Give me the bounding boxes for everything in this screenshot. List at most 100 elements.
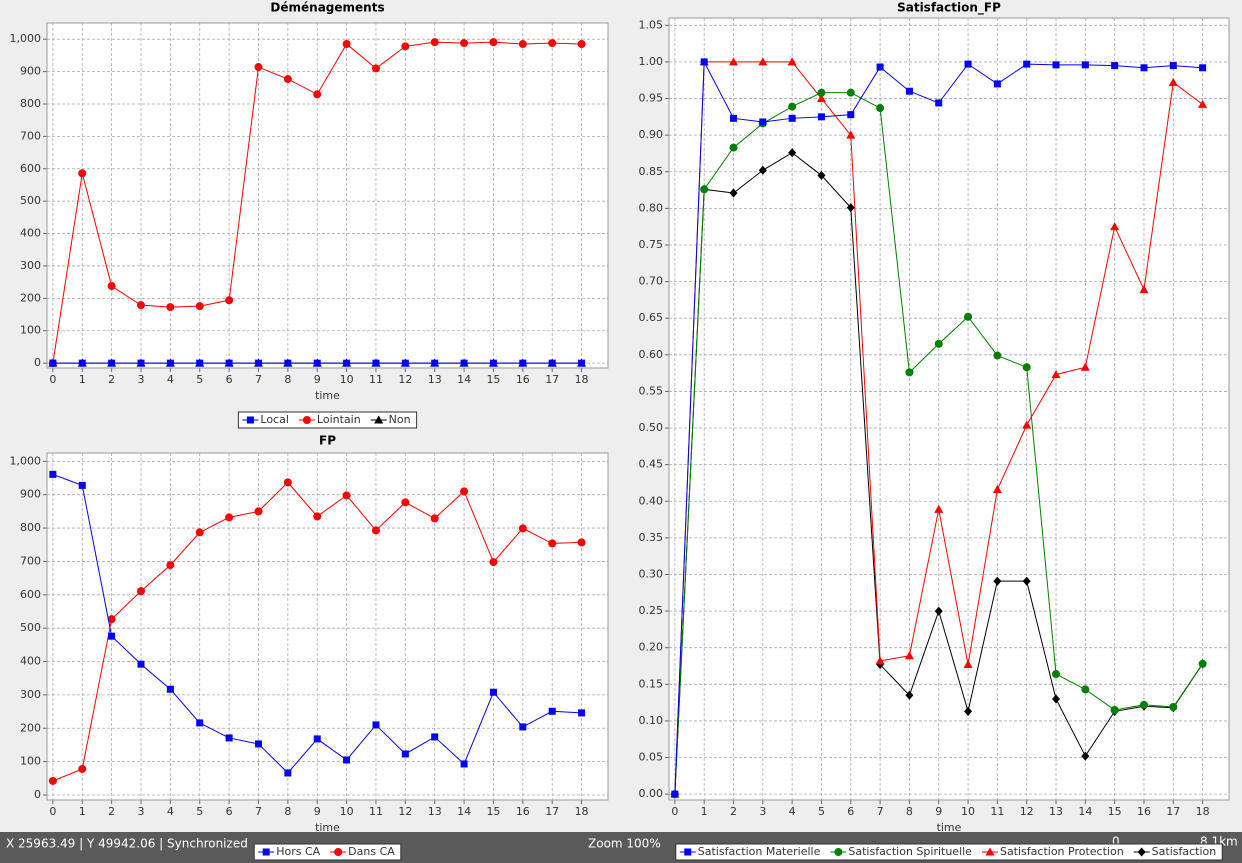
marker: [401, 42, 410, 51]
legend-label: Dans CA: [348, 845, 395, 858]
y-tick-label: 600: [20, 162, 41, 175]
x-tick-label: 8: [906, 805, 913, 818]
x-tick-label: 1: [79, 805, 86, 818]
marker: [993, 351, 1002, 360]
marker: [489, 359, 497, 367]
y-tick-label: 1,000: [10, 454, 42, 467]
y-tick-label: 0.05: [639, 751, 664, 764]
marker: [518, 524, 527, 533]
marker: [195, 528, 204, 537]
y-tick-label: 500: [20, 194, 41, 207]
y-tick-label: 0.10: [639, 714, 664, 727]
marker: [136, 301, 145, 310]
legend-label: Satisfaction: [1152, 845, 1217, 858]
y-tick-label: 400: [20, 655, 41, 668]
y-tick-label: 0.40: [639, 494, 664, 507]
y-tick-label: 700: [20, 129, 41, 142]
legend-box: [237, 411, 418, 429]
marker: [788, 102, 797, 111]
x-tick-label: 4: [167, 373, 174, 386]
legend-item: Satisfaction: [1133, 845, 1217, 858]
chart: FP time 0 100 200 300 400 500 600 700 800 900 1,000 0…: [10, 434, 609, 834]
marker: [166, 359, 174, 367]
x-tick-label: 1: [79, 373, 86, 386]
marker: [729, 57, 739, 66]
x-tick-label: 9: [314, 373, 321, 386]
legend-item: Lointain: [298, 413, 361, 426]
y-tick-label: 300: [20, 688, 41, 701]
x-tick-label: 0: [49, 805, 56, 818]
marker: [334, 848, 343, 856]
y-tick-label: 0.25: [639, 604, 664, 617]
marker: [460, 39, 469, 48]
marker: [684, 848, 692, 856]
marker: [78, 481, 86, 489]
x-tick-label: 11: [369, 805, 383, 818]
x-tick-label: 9: [314, 805, 321, 818]
legend-item: Satisfaction Protection: [981, 845, 1124, 858]
legends: Local Lointain Non Hors CA Dans CA Satisfacti…: [237, 411, 1223, 861]
marker: [1023, 60, 1031, 68]
marker: [729, 188, 738, 198]
y-tick-label: 0.90: [639, 128, 664, 141]
legend-label: Satisfaction Materielle: [698, 845, 821, 858]
marker: [283, 478, 292, 487]
marker: [1081, 685, 1090, 694]
y-tick-label: 0.45: [639, 458, 664, 471]
marker: [1198, 99, 1208, 108]
marker: [964, 60, 972, 68]
y-tick-label: 0.60: [639, 348, 664, 361]
x-tick-label: 13: [1049, 805, 1063, 818]
marker: [284, 769, 292, 777]
marker: [578, 709, 586, 717]
marker: [254, 740, 262, 748]
legend: Local Lointain Non: [237, 411, 418, 429]
marker: [489, 688, 497, 696]
marker: [1081, 751, 1090, 761]
marker: [548, 707, 556, 715]
marker: [1022, 363, 1031, 372]
marker: [817, 113, 825, 121]
y-tick-label: 0.15: [639, 677, 664, 690]
x-tick-label: 10: [340, 805, 354, 818]
marker: [431, 733, 439, 741]
chart-title: FP: [319, 434, 336, 448]
x-tick-label: 5: [196, 373, 203, 386]
marker: [1137, 847, 1146, 857]
marker: [548, 359, 556, 367]
marker: [313, 90, 322, 99]
plot-area: [668, 17, 1230, 801]
x-tick-label: 1: [701, 805, 708, 818]
marker: [817, 88, 826, 97]
legend-label: Non: [389, 413, 411, 426]
y-tick-label: 0: [34, 788, 41, 801]
zoom: Zoom 100%: [588, 837, 661, 851]
marker: [49, 359, 57, 367]
x-tick-label: 15: [486, 373, 500, 386]
x-tick-label: 18: [575, 373, 589, 386]
marker: [196, 359, 204, 367]
marker: [460, 760, 468, 768]
plot-border: [668, 17, 1230, 801]
x-tick-label: 6: [847, 805, 854, 818]
y-tick-label: 300: [20, 259, 41, 272]
x-tick-label: 2: [108, 805, 115, 818]
marker: [49, 470, 57, 478]
x-tick-label: 15: [1108, 805, 1122, 818]
marker: [934, 504, 944, 513]
x-tick-label: 13: [428, 805, 442, 818]
y-tick-label: 200: [20, 291, 41, 304]
marker: [136, 587, 145, 596]
x-tick-label: 11: [369, 373, 383, 386]
marker: [1052, 61, 1060, 69]
marker: [700, 58, 708, 66]
y-tick-label: 0.80: [639, 201, 664, 214]
marker: [816, 94, 826, 103]
plot-border: [46, 22, 609, 369]
marker: [817, 170, 826, 180]
marker: [1051, 370, 1061, 379]
legend-label: Lointain: [317, 413, 361, 426]
marker: [934, 339, 943, 348]
x-tick-label: 5: [196, 805, 203, 818]
marker: [372, 359, 380, 367]
